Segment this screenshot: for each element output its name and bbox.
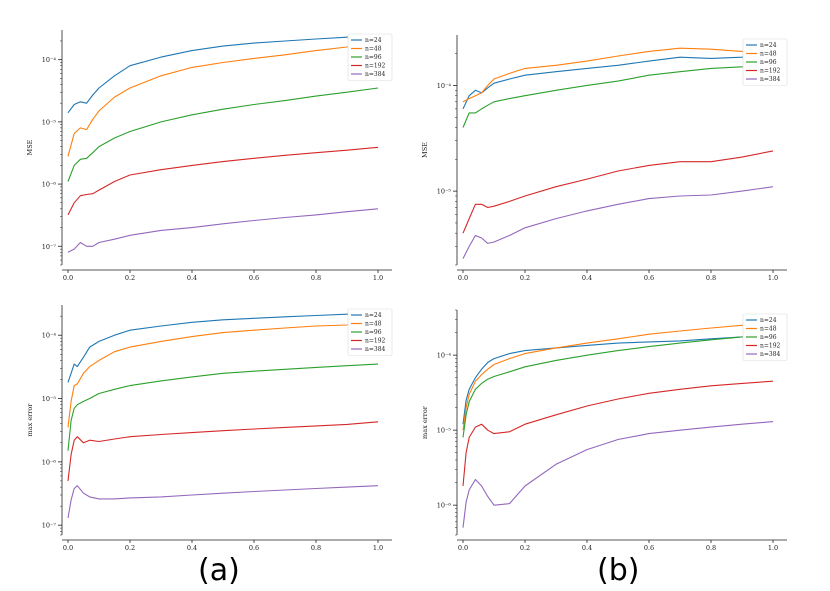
legend-label: n=48 <box>365 321 382 328</box>
x-tick-label: 0.2 <box>125 274 135 282</box>
series-line-n48 <box>462 44 774 103</box>
legend-label: n=48 <box>365 46 382 53</box>
y-tick-label: 10⁻⁵ <box>42 118 57 126</box>
x-tick-label: 0.2 <box>125 544 135 550</box>
legend-label: n=96 <box>365 329 382 336</box>
legend-label: n=384 <box>760 351 781 358</box>
x-tick-label: 0.6 <box>644 274 654 282</box>
legend-label: n=192 <box>760 343 781 350</box>
legend-label: n=24 <box>365 312 382 319</box>
legend-label: n=96 <box>760 334 777 341</box>
y-tick-label: 10⁻⁴ <box>42 56 57 64</box>
x-tick-label: 0.2 <box>520 274 530 282</box>
x-tick-label: 0.8 <box>311 274 321 282</box>
y-tick-label: 10⁻⁵ <box>437 427 452 435</box>
series-line-n24 <box>67 34 379 114</box>
legend-label: n=384 <box>365 346 386 353</box>
caption-b: (b) <box>597 553 640 588</box>
x-tick-label: 0.8 <box>311 544 321 550</box>
y-tick-label: 10⁻⁴ <box>437 352 452 360</box>
x-tick-label: 0.4 <box>187 544 197 550</box>
x-tick-label: 0.0 <box>458 544 468 550</box>
legend-box <box>347 308 393 356</box>
y-axis-label: max error <box>26 403 34 437</box>
x-tick-label: 0.4 <box>187 274 197 282</box>
x-tick-label: 0.6 <box>249 544 259 550</box>
legend-label: n=384 <box>760 76 781 83</box>
legend-label: n=96 <box>365 54 382 61</box>
x-tick-label: 0.6 <box>249 274 259 282</box>
legend-label: n=192 <box>365 63 386 70</box>
legend-box <box>742 38 788 86</box>
series-line-n24 <box>462 50 774 110</box>
series-line-n48 <box>462 322 774 431</box>
legend-label: n=24 <box>365 37 382 44</box>
x-tick-label: 1.0 <box>768 274 778 282</box>
series-line-n96 <box>67 363 379 451</box>
y-tick-label: 10⁻⁷ <box>42 243 57 251</box>
series-line-n384 <box>462 186 774 259</box>
legend-label: n=96 <box>760 59 777 66</box>
caption-a: (a) <box>198 553 240 588</box>
legend-box <box>742 313 788 361</box>
y-axis-label: MSE <box>421 142 429 158</box>
series-line-n24 <box>67 311 379 383</box>
y-tick-label: 10⁻⁴ <box>437 82 452 90</box>
y-tick-label: 10⁻⁶ <box>437 502 452 510</box>
x-tick-label: 0.4 <box>582 274 592 282</box>
y-tick-label: 10⁻⁵ <box>42 395 57 403</box>
series-line-n48 <box>67 43 379 157</box>
series-line-n48 <box>67 321 379 428</box>
x-tick-label: 0.6 <box>644 544 654 550</box>
x-tick-label: 0.8 <box>706 544 716 550</box>
chart-a-bottom: 0.0 0.2 0.4 0.6 0.8 1.0 10⁻⁷ 10⁻⁶ 10⁻⁵ 10⁻⁴ max er… <box>26 305 393 550</box>
legend-label: n=192 <box>760 68 781 75</box>
series-line-n192 <box>462 380 774 487</box>
x-tick-label: 1.0 <box>373 544 383 550</box>
y-tick-label: 10⁻⁷ <box>42 522 57 530</box>
x-tick-label: 0.8 <box>706 274 716 282</box>
legend-label: n=384 <box>365 71 386 78</box>
legend-label: n=24 <box>760 317 777 324</box>
series-line-n96 <box>462 333 774 438</box>
series-line-n192 <box>67 146 379 216</box>
chart-a-top: 0.0 0.2 0.4 0.6 0.8 1.0 10⁻⁷ 10⁻⁶ 10⁻⁵ 10⁻⁴ MSE n=2… <box>26 30 393 282</box>
x-tick-label: 0.0 <box>63 544 73 550</box>
chart-b-top: 0.0 0.2 0.4 0.6 0.8 1.0 10⁻⁵ 10⁻⁴ MSE n=24 n=48n=9… <box>421 35 788 282</box>
y-tick-label: 10⁻⁴ <box>42 332 57 340</box>
x-tick-label: 1.0 <box>373 274 383 282</box>
y-tick-label: 10⁻⁶ <box>42 458 57 466</box>
figure-canvas: 0.0 0.2 0.4 0.6 0.8 1.0 10⁻⁷ 10⁻⁶ 10⁻⁵ 10⁻⁴ MSE n=2… <box>26 30 788 550</box>
series-line-n384 <box>462 421 774 528</box>
y-tick-label: 10⁻⁶ <box>42 181 57 189</box>
legend-label: n=48 <box>760 51 777 58</box>
series-line-n96 <box>462 61 774 128</box>
series-line-n192 <box>462 150 774 234</box>
series-line-n384 <box>67 208 379 253</box>
x-tick-label: 0.2 <box>520 544 530 550</box>
y-tick-label: 10⁻⁵ <box>437 188 452 196</box>
x-tick-label: 0.0 <box>458 274 468 282</box>
x-tick-label: 0.0 <box>63 274 73 282</box>
x-tick-label: 1.0 <box>768 544 778 550</box>
series-line-n24 <box>462 333 774 425</box>
y-axis-label: MSE <box>26 139 34 155</box>
legend-label: n=24 <box>760 42 777 49</box>
series-line-n384 <box>67 485 379 519</box>
series-line-n96 <box>67 87 379 182</box>
x-tick-label: 0.4 <box>582 544 592 550</box>
legend-label: n=48 <box>760 326 777 333</box>
y-axis-label: max error <box>421 405 429 439</box>
legend-box <box>347 33 393 81</box>
series-line-n192 <box>67 421 379 481</box>
legend-label: n=192 <box>365 338 386 345</box>
